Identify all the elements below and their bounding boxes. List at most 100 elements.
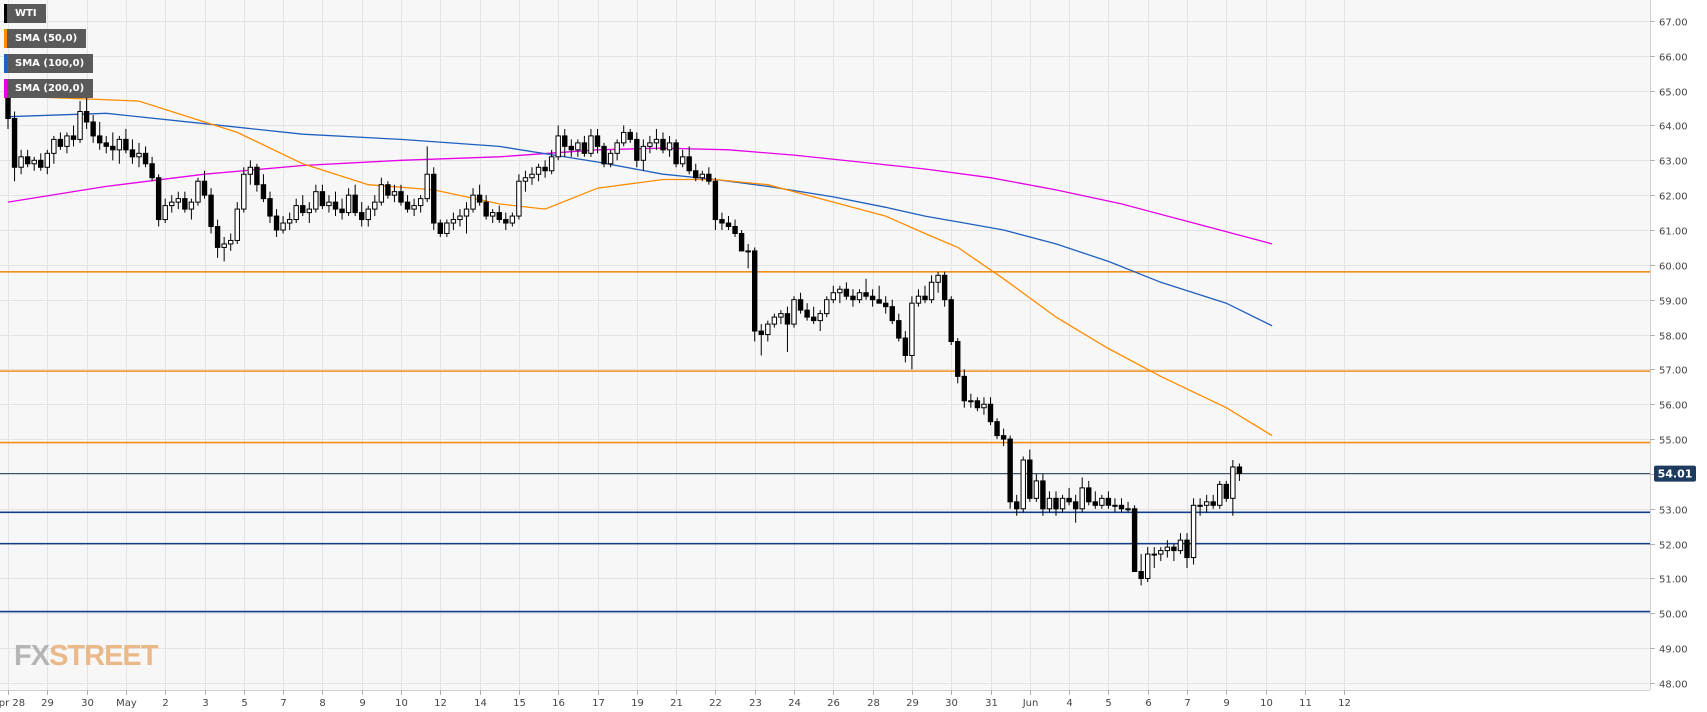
candle-body [1236, 466, 1243, 475]
candle [175, 191, 182, 210]
candle-body [1118, 504, 1125, 510]
candle [129, 139, 136, 164]
candle [431, 167, 437, 230]
legend-item-sma100[interactable]: SMA (100,0) [4, 54, 94, 73]
x-tick-label: 9 [359, 698, 365, 709]
candle-body [31, 159, 37, 165]
candle-body [738, 232, 745, 252]
legend-item-sma200[interactable]: SMA (200,0) [4, 79, 94, 98]
candle [1184, 533, 1190, 569]
candle [136, 142, 142, 168]
candle [214, 219, 221, 258]
candle [280, 216, 286, 234]
candle-body [214, 226, 221, 248]
candle-body [24, 156, 31, 165]
candle [1190, 498, 1197, 565]
x-tick-label: 11 [1299, 698, 1312, 709]
candle [1197, 498, 1203, 516]
candle-body [463, 208, 470, 217]
candle [948, 296, 954, 345]
x-tick-label: 28 [867, 698, 880, 709]
candle-body [1053, 497, 1059, 510]
candle [987, 397, 994, 426]
x-tick-label: May [116, 698, 137, 709]
candle-body [621, 131, 627, 144]
candle [542, 160, 548, 178]
candle-body [378, 184, 385, 203]
candle [1177, 533, 1184, 555]
y-tick-label: 55.00 [1659, 436, 1688, 447]
candle [1210, 494, 1216, 509]
candle [817, 310, 823, 332]
candle-body [424, 173, 430, 200]
candle [771, 313, 778, 328]
candle [1223, 480, 1229, 502]
legend-swatch [4, 4, 7, 23]
price-axis: 48.0049.0050.0051.0052.0053.0054.0055.00… [1650, 18, 1688, 691]
candle [424, 146, 430, 203]
candle-body [542, 166, 548, 172]
candles [5, 80, 1243, 586]
candle [149, 156, 155, 182]
candle-body [607, 152, 614, 165]
candle [1046, 491, 1053, 513]
candle [293, 198, 299, 224]
candle [1138, 554, 1144, 586]
candle [863, 278, 869, 300]
candle [621, 125, 627, 147]
candle-body [784, 313, 791, 325]
candle-body [313, 191, 319, 210]
candle-body [1131, 508, 1138, 573]
candle [607, 149, 614, 168]
x-tick-label: Apr 28 [0, 698, 25, 709]
candle-body [142, 152, 149, 165]
candle-body [679, 156, 686, 165]
candle [90, 115, 96, 143]
candle-body [824, 299, 830, 315]
candle [352, 184, 358, 217]
y-tick-label: 61.00 [1659, 227, 1688, 238]
candle [300, 195, 306, 217]
horizontal-levels [0, 271, 1650, 613]
candle-body [987, 403, 994, 423]
candle [490, 209, 496, 224]
candle [31, 156, 37, 171]
candle [1040, 473, 1046, 516]
candle [922, 285, 928, 304]
legend-item-wti[interactable]: WTI [4, 4, 93, 23]
candle [928, 275, 935, 304]
candle-body [1105, 497, 1112, 506]
legend: WTI SMA (50,0) SMA (100,0) SMA (200,0) [4, 4, 94, 104]
candle [417, 195, 424, 213]
x-tick-label: 19 [631, 698, 644, 709]
candle [850, 289, 856, 307]
candle-body [909, 302, 915, 356]
candle-body [470, 194, 476, 210]
candle [1033, 473, 1040, 502]
y-tick-label: 49.00 [1659, 645, 1688, 656]
candle [1171, 543, 1177, 562]
candle-body [319, 191, 326, 207]
time-axis: Apr 282930May235789101214151617192122232… [0, 690, 1351, 709]
candle-body [1000, 435, 1007, 440]
candle [1230, 460, 1236, 516]
candle [1217, 480, 1223, 509]
candle-body [77, 111, 83, 140]
candle [516, 174, 522, 220]
x-tick-label: 7 [1184, 698, 1190, 709]
candle [778, 310, 784, 325]
candle-body [417, 198, 424, 207]
candle [765, 320, 771, 342]
candle-body [948, 299, 954, 343]
candle [1020, 456, 1026, 513]
candle [444, 219, 450, 237]
candle-body [1125, 508, 1131, 511]
candle [286, 212, 293, 230]
candle [666, 135, 673, 157]
candle [1066, 487, 1072, 506]
legend-item-sma50[interactable]: SMA (50,0) [4, 29, 93, 48]
candle [1059, 494, 1066, 513]
candle [339, 198, 345, 220]
